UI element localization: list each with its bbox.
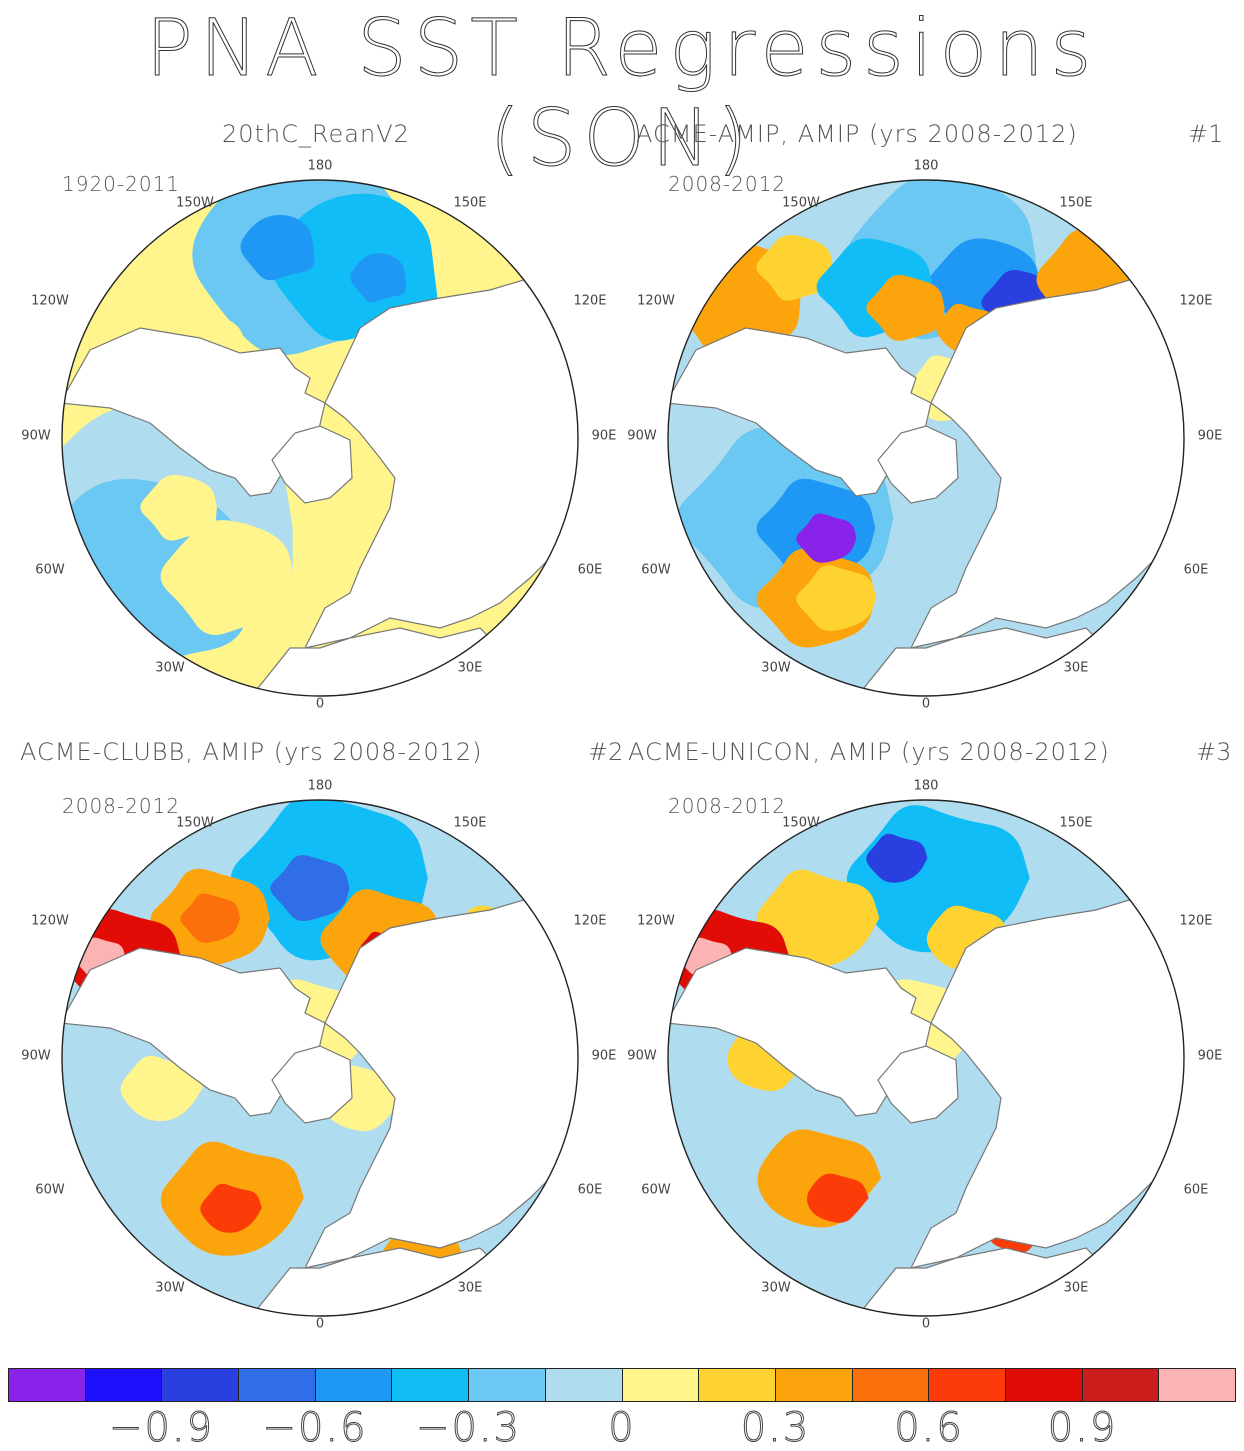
panel-3-lon-label-top-right: 150E (453, 815, 487, 831)
panel-3-lon-label-bottom-right: 30E (457, 1280, 483, 1296)
panel-4-lon-label-top-right: 150E (1059, 815, 1093, 831)
panel-2-lon-label-top: 180 (913, 158, 939, 174)
panel-1-lon-label-bottom-left: 30W (155, 660, 185, 676)
panel-4-lon-label-top-left: 150W (782, 815, 820, 831)
colorbar-tick-label: 0.9 (1047, 1405, 1118, 1451)
panel-2-lon-label-bottom: 0 (921, 696, 931, 712)
colorbar-tick-label: −0.3 (415, 1405, 522, 1451)
panel-1-lon-label-bottom: 0 (315, 696, 325, 712)
panel-1-lon-label-bottom-right: 30E (457, 660, 483, 676)
panel-3-lon-label-bottom: 0 (315, 1316, 325, 1332)
figure-title: PNA SST Regressions (SON) (145, 4, 1099, 185)
panel-2-map (667, 179, 1185, 697)
colorbar-tick-label: −0.6 (262, 1405, 368, 1451)
colorbar-tick-label: 0 (608, 1405, 636, 1451)
panel-4-lon-label-bottom-right: 30E (1063, 1280, 1089, 1296)
panel-1-lon-label-right: 90E (591, 428, 617, 444)
panel-1-lon-label-left: 90W (21, 428, 51, 444)
panel-3-number: #2 (588, 738, 624, 766)
panel-1-lon-label-lower-right: 60E (577, 562, 603, 578)
panel-4-lon-label-top: 180 (913, 778, 939, 794)
panel-1-lon-label-lower-left: 60W (35, 562, 65, 578)
panel-4-period: 2008-2012 (668, 794, 787, 818)
colorbar-swatch (315, 1369, 393, 1401)
panel-2-lon-label-lower-right: 60E (1183, 562, 1209, 578)
panel-4-lon-label-upper-left: 120W (637, 913, 675, 929)
colorbar-swatch (1159, 1369, 1235, 1401)
panel-2-lon-label-upper-left: 120W (637, 293, 675, 309)
panel-3-lon-label-top-left: 150W (176, 815, 214, 831)
panel-4-number: #3 (1196, 738, 1232, 766)
panel-3-lon-label-bottom-left: 30W (155, 1280, 185, 1296)
colorbar-swatch (1005, 1369, 1083, 1401)
colorbar-swatch (622, 1369, 700, 1401)
panel-3-lon-label-upper-right: 120E (573, 913, 607, 929)
colorbar-swatch (929, 1369, 1006, 1401)
panel-2-lon-label-right: 90E (1197, 428, 1223, 444)
panel-2-number: #1 (1188, 120, 1224, 148)
colorbar-tick-label: 0.6 (894, 1405, 964, 1451)
panel-2-lon-label-lower-left: 60W (641, 562, 671, 578)
panel-3-title: ACME-CLUBB, AMIP (yrs 2008-2012) (20, 738, 483, 766)
colorbar-tick-label: 0.3 (740, 1405, 811, 1451)
panel-2-lon-label-upper-right: 120E (1179, 293, 1213, 309)
panel-3-lon-label-lower-left: 60W (35, 1182, 65, 1198)
panel-1-map (61, 179, 579, 697)
panel-2-lon-label-bottom-right: 30E (1063, 660, 1089, 676)
panel-3-lon-label-left: 90W (21, 1048, 51, 1064)
panel-3-map (61, 799, 579, 1317)
panel-4-title: ACME-UNICON, AMIP (yrs 2008-2012) (628, 738, 1110, 766)
panel-1-lon-label-top: 180 (307, 158, 333, 174)
panel-1-lon-label-upper-left: 120W (31, 293, 69, 309)
colorbar-swatch (239, 1369, 316, 1401)
panel-4-lon-label-bottom: 0 (921, 1316, 931, 1332)
panel-3-lon-label-top: 180 (307, 778, 333, 794)
colorbar-swatch (775, 1369, 853, 1401)
colorbar-swatch (1082, 1369, 1160, 1401)
panel-2-period: 2008-2012 (668, 172, 787, 196)
panel-3-lon-label-upper-left: 120W (31, 913, 69, 929)
colorbar-swatch (469, 1369, 546, 1401)
colorbar (8, 1368, 1236, 1402)
panel-3-lon-label-right: 90E (591, 1048, 617, 1064)
panel-4-lon-label-lower-right: 60E (1183, 1182, 1209, 1198)
panel-4-lon-label-right: 90E (1197, 1048, 1223, 1064)
panel-2-lon-label-top-left: 150W (782, 195, 820, 211)
panel-1-lon-label-top-right: 150E (453, 195, 487, 211)
panel-1-lon-label-top-left: 150W (176, 195, 214, 211)
panel-4-lon-label-bottom-left: 30W (761, 1280, 791, 1296)
colorbar-swatch (699, 1369, 776, 1401)
panel-4-lon-label-left: 90W (627, 1048, 657, 1064)
colorbar-tick-label: −0.9 (108, 1405, 215, 1451)
colorbar-swatch (852, 1369, 930, 1401)
colorbar-swatch (392, 1369, 470, 1401)
panel-1-period: 1920-2011 (62, 172, 181, 196)
panel-2-title: ACME-AMIP, AMIP (yrs 2008-2012) (636, 120, 1078, 148)
panel-4-map (667, 799, 1185, 1317)
colorbar-swatch (9, 1369, 86, 1401)
panel-3-lon-label-lower-right: 60E (577, 1182, 603, 1198)
panel-2-lon-label-bottom-left: 30W (761, 660, 791, 676)
panel-1-title: 20thC_ReanV2 (222, 120, 410, 148)
colorbar-swatch (545, 1369, 623, 1401)
panel-4-lon-label-lower-left: 60W (641, 1182, 671, 1198)
panel-3-period: 2008-2012 (62, 794, 181, 818)
panel-2-lon-label-top-right: 150E (1059, 195, 1093, 211)
colorbar-swatch (162, 1369, 240, 1401)
panel-1-lon-label-upper-right: 120E (573, 293, 607, 309)
colorbar-swatch (85, 1369, 163, 1401)
panel-2-lon-label-left: 90W (627, 428, 657, 444)
panel-4-lon-label-upper-right: 120E (1179, 913, 1213, 929)
